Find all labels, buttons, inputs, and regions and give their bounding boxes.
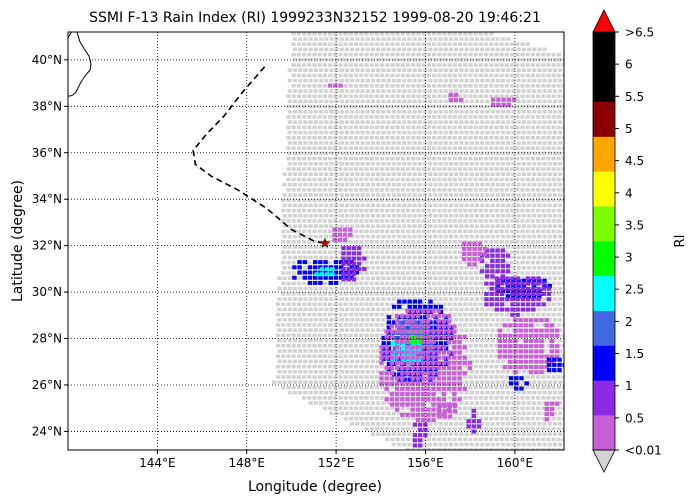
colorbar: <0.01 0.5 1 1.5 2 2.5 3 3.5 4 4.5 5 5.5 6 >6.5: [592, 9, 662, 473]
rain-cell: [327, 83, 343, 88]
rain-cell: [544, 401, 560, 422]
colorbar-band: [593, 275, 615, 311]
x-tick-label: 148°E: [228, 456, 265, 470]
colorbar-label: RI: [673, 235, 688, 248]
colorbar-tick-label: 1.5: [625, 347, 644, 361]
storm-track: [192, 66, 326, 245]
y-tick-label: 26°N: [32, 378, 62, 392]
rain-cell: [341, 246, 367, 282]
y-tick-label: 38°N: [32, 99, 62, 113]
x-tick-label: 160°E: [497, 456, 534, 470]
colorbar-tick-label: 5: [625, 122, 633, 136]
colorbar-band: [593, 101, 615, 137]
y-tick-label: 36°N: [32, 146, 62, 160]
colorbar-band: [593, 171, 615, 207]
rain-cell: [497, 318, 560, 375]
x-axis-label: Longitude (degree): [248, 479, 382, 495]
rain-cells: [292, 83, 564, 448]
colorbar-band: [593, 415, 615, 451]
x-tick-label: 152°E: [318, 456, 355, 470]
colorbar-tick-label: 3: [625, 251, 633, 265]
colorbar-tick-label: 6: [625, 58, 633, 72]
rain-cell: [437, 404, 458, 419]
colorbar-band: [593, 66, 615, 102]
colorbar-tick-label: 5.5: [625, 90, 644, 104]
y-tick-label: 40°N: [32, 53, 62, 67]
colorbar-tick-label: 2.5: [625, 283, 644, 297]
y-tick-label: 24°N: [32, 424, 62, 438]
rain-cell: [314, 267, 335, 277]
colorbar-extend-min: [592, 449, 616, 473]
rain-cell: [491, 97, 517, 107]
colorbar-band: [593, 206, 615, 242]
rain-cell: [448, 92, 464, 103]
colorbar-extend-max: [592, 9, 616, 33]
colorbar-tick-label: >6.5: [625, 26, 654, 40]
colorbar-frame: [592, 31, 616, 451]
gridlines: [68, 32, 564, 450]
x-tick-label: 156°E: [407, 456, 444, 470]
colorbar-tick-label: 4.5: [625, 154, 644, 168]
colorbar-band: [593, 136, 615, 172]
rain-cell: [508, 376, 529, 391]
map-area: [68, 32, 564, 450]
x-tick-label: 144°E: [139, 456, 176, 470]
colorbar-band: [593, 241, 615, 277]
y-tick-label: 32°N: [32, 239, 62, 253]
colorbar-tick-label: 0.5: [625, 411, 644, 425]
y-tick-label: 34°N: [32, 192, 62, 206]
colorbar-band: [593, 32, 615, 68]
colorbar-tick-label: 3.5: [625, 218, 644, 232]
rain-cell: [546, 357, 564, 373]
y-tick-label: 28°N: [32, 332, 62, 346]
ssmi-swath: [272, 32, 564, 450]
plot-frame: [67, 31, 565, 451]
colorbar-band: [593, 310, 615, 346]
colorbar-tick-label: 4: [625, 186, 633, 200]
y-axis-ticks: 24°N 26°N 28°N 30°N 32°N 34°N 36°N 38°N 40°N: [32, 53, 68, 438]
x-axis-ticks: 144°E 148°E 152°E 156°E 160°E: [139, 450, 533, 470]
figure-title: SSMI F-13 Rain Index (RI) 1999233N32152 …: [89, 10, 541, 26]
rain-cell: [462, 241, 488, 267]
colorbar-tick-label: <0.01: [625, 444, 662, 458]
colorbar-band: [593, 345, 615, 381]
rain-cell: [332, 227, 353, 242]
colorbar-tick-label: 1: [625, 379, 633, 393]
rain-cell: [484, 276, 552, 317]
y-tick-label: 30°N: [32, 285, 62, 299]
storm-center-marker: [319, 237, 331, 248]
colorbar-tick-label: 2: [625, 315, 633, 329]
colorbar-band: [593, 380, 615, 416]
rain-cell: [412, 422, 428, 448]
y-axis-label: Latitude (degree): [10, 180, 26, 302]
